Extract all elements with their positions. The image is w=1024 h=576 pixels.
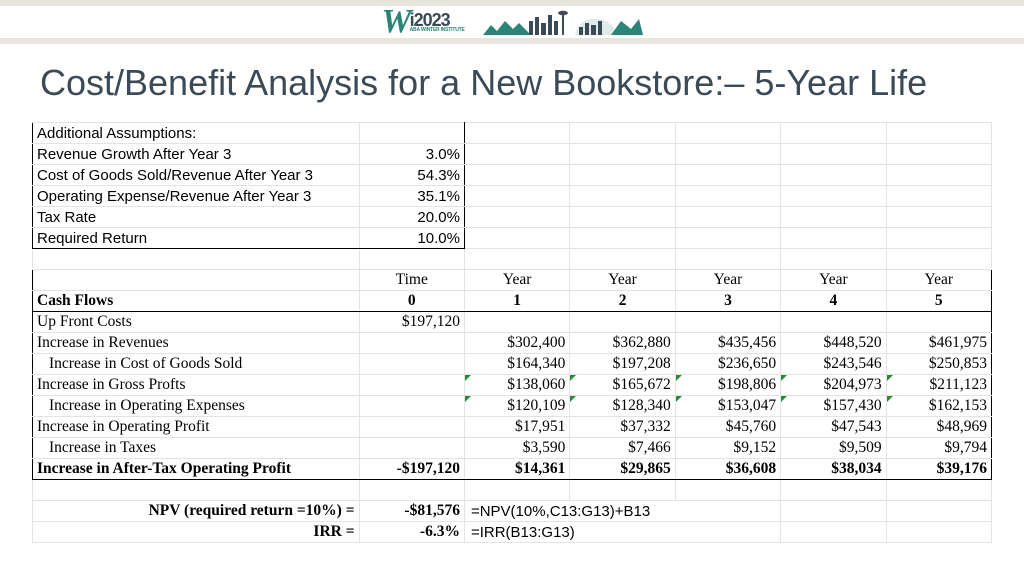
- cashflow-cell: $9,152: [675, 438, 780, 459]
- cashflow-header: Year: [464, 270, 569, 291]
- cashflow-cell: $9,509: [781, 438, 886, 459]
- cashflow-cell: [886, 312, 991, 333]
- cashflow-header: 1: [464, 291, 569, 312]
- assumption-label: Cost of Goods Sold/Revenue After Year 3: [33, 165, 360, 186]
- cashflow-cell: $197,208: [570, 354, 675, 375]
- assumption-label: Tax Rate: [33, 207, 360, 228]
- cashflow-cell: $7,466: [570, 438, 675, 459]
- header-banner: W i2023 ABA WINTER INSTITUTE: [0, 0, 1024, 44]
- cashflow-row-label: Increase in After-Tax Operating Profit: [33, 459, 360, 480]
- cashflow-header: Time: [359, 270, 464, 291]
- cashflow-cell: $153,047: [675, 396, 780, 417]
- irr-value: -6.3%: [359, 522, 464, 543]
- cashflow-cell: $157,430: [781, 396, 886, 417]
- cashflow-cell: $362,880: [570, 333, 675, 354]
- assumption-value: 20.0%: [359, 207, 464, 228]
- npv-formula: =NPV(10%,C13:G13)+B13: [464, 501, 780, 522]
- cashflow-cell: $39,176: [886, 459, 991, 480]
- cashflow-cell: [675, 312, 780, 333]
- cashflow-cell: $48,969: [886, 417, 991, 438]
- cashflow-cell: $38,034: [781, 459, 886, 480]
- cashflow-cell: [359, 375, 464, 396]
- cashflow-cell: [359, 354, 464, 375]
- cashflow-cell: [359, 333, 464, 354]
- assumption-value: 54.3%: [359, 165, 464, 186]
- cashflow-cell: [570, 312, 675, 333]
- cashflow-cell: $128,340: [570, 396, 675, 417]
- cashflow-cell: $165,672: [570, 375, 675, 396]
- irr-label: IRR =: [33, 522, 360, 543]
- cashflow-row-label: Increase in Operating Expenses: [33, 396, 360, 417]
- cashflow-header: 0: [359, 291, 464, 312]
- cashflow-row-label: Increase in Taxes: [33, 438, 360, 459]
- irr-formula: =IRR(B13:G13): [464, 522, 780, 543]
- cashflow-cell: $250,853: [886, 354, 991, 375]
- cashflow-header: Year: [886, 270, 991, 291]
- cashflow-header: Cash Flows: [33, 291, 360, 312]
- cashflow-cell: [359, 396, 464, 417]
- assumption-label: Operating Expense/Revenue After Year 3: [33, 186, 360, 207]
- cashflow-row-label: Up Front Costs: [33, 312, 360, 333]
- cashflow-cell: $9,794: [886, 438, 991, 459]
- cashflow-cell: $448,520: [781, 333, 886, 354]
- cashflow-cell: $243,546: [781, 354, 886, 375]
- assumption-value: 10.0%: [359, 228, 464, 249]
- cashflow-cell: [359, 417, 464, 438]
- cashflow-row-label: Increase in Revenues: [33, 333, 360, 354]
- cashflow-cell: $197,120: [359, 312, 464, 333]
- cashflow-cell: $302,400: [464, 333, 569, 354]
- assumption-value: 3.0%: [359, 144, 464, 165]
- wi2023-logo: W i2023 ABA WINTER INSTITUTE: [381, 5, 464, 39]
- cashflow-cell: $236,650: [675, 354, 780, 375]
- cashflow-cell: $3,590: [464, 438, 569, 459]
- cashflow-cell: $198,806: [675, 375, 780, 396]
- cashflow-cell: [359, 438, 464, 459]
- cashflow-cell: $36,608: [675, 459, 780, 480]
- cashflow-header: Year: [675, 270, 780, 291]
- assumption-label: Required Return: [33, 228, 360, 249]
- cashflow-header: Year: [781, 270, 886, 291]
- cashflow-cell: $204,973: [781, 375, 886, 396]
- npv-value: -$81,576: [359, 501, 464, 522]
- cashflow-cell: $164,340: [464, 354, 569, 375]
- assumption-header: Additional Assumptions:: [33, 123, 360, 144]
- cashflow-header: Year: [570, 270, 675, 291]
- cashflow-row-label: Increase in Operating Profit: [33, 417, 360, 438]
- logo-w-icon: W: [381, 5, 411, 39]
- cashflow-cell: $47,543: [781, 417, 886, 438]
- cashflow-cell: $461,975: [886, 333, 991, 354]
- logo-group: W i2023 ABA WINTER INSTITUTE: [381, 5, 642, 39]
- cashflow-header: 5: [886, 291, 991, 312]
- cashflow-header: [33, 270, 360, 291]
- analysis-table: Additional Assumptions:Revenue Growth Af…: [32, 122, 992, 543]
- cashflow-cell: -$197,120: [359, 459, 464, 480]
- cashflow-header: 4: [781, 291, 886, 312]
- cashflow-cell: $37,332: [570, 417, 675, 438]
- cashflow-cell: $138,060: [464, 375, 569, 396]
- page-title: Cost/Benefit Analysis for a New Bookstor…: [0, 44, 1024, 104]
- cashflow-cell: [781, 312, 886, 333]
- cashflow-cell: $14,361: [464, 459, 569, 480]
- cashflow-cell: $45,760: [675, 417, 780, 438]
- cashflow-cell: $17,951: [464, 417, 569, 438]
- cashflow-cell: $435,456: [675, 333, 780, 354]
- cashflow-row-label: Increase in Gross Profts: [33, 375, 360, 396]
- spreadsheet-region: Additional Assumptions:Revenue Growth Af…: [32, 122, 992, 543]
- cashflow-cell: $162,153: [886, 396, 991, 417]
- assumption-label: Revenue Growth After Year 3: [33, 144, 360, 165]
- cashflow-cell: $211,123: [886, 375, 991, 396]
- logo-year: i2023: [410, 12, 465, 28]
- cashflow-cell: $120,109: [464, 396, 569, 417]
- cashflow-cell: $29,865: [570, 459, 675, 480]
- cashflow-cell: [464, 312, 569, 333]
- cashflow-header: 3: [675, 291, 780, 312]
- cashflow-header: 2: [570, 291, 675, 312]
- cashflow-row-label: Increase in Cost of Goods Sold: [33, 354, 360, 375]
- npv-label: NPV (required return =10%) =: [33, 501, 360, 522]
- assumption-value: 35.1%: [359, 186, 464, 207]
- seattle-skyline-icon: [483, 7, 643, 37]
- logo-subtitle: ABA WINTER INSTITUTE: [410, 28, 465, 33]
